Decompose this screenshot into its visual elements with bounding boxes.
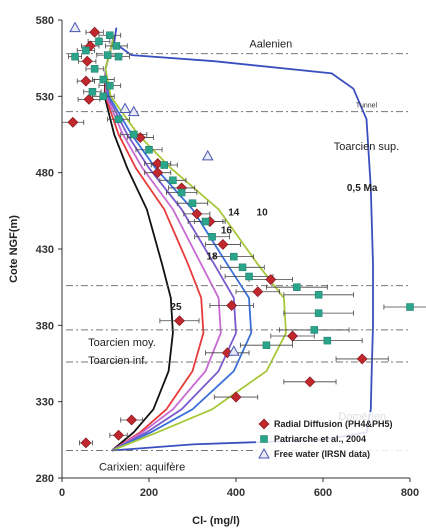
y-tick-label: 480: [36, 168, 54, 180]
data-point: [357, 354, 367, 364]
x-tick-label: 800: [401, 487, 419, 499]
data-point: [231, 392, 241, 402]
data-point: [72, 53, 79, 60]
curve-label: 0,5 Ma: [347, 183, 378, 194]
data-point: [202, 218, 209, 225]
data-point: [82, 47, 89, 54]
y-tick-label: 380: [36, 320, 54, 332]
boundary-label: Toarcien moy.: [88, 337, 156, 349]
data-point: [161, 162, 168, 169]
legend-label: Patriarche et al., 2004: [274, 434, 366, 444]
data-point: [81, 438, 91, 448]
data-point: [91, 65, 98, 72]
boundary-label: Tunnel: [356, 103, 378, 110]
boundary-label: Carixien: aquifère: [99, 462, 185, 474]
legend-label: Free water (IRSN data): [274, 449, 370, 459]
boundary-label: Toarcien inf.: [88, 355, 147, 367]
data-point: [153, 168, 163, 178]
model-curve: [106, 35, 287, 450]
y-tick-label: 330: [36, 397, 54, 409]
data-point: [106, 82, 113, 89]
model-curve: [106, 35, 204, 450]
data-point: [82, 56, 92, 66]
data-point: [115, 53, 122, 60]
chart-labels: 25 18 16 14 10 0,5 Ma Aalenien Tunnel Toarcien m…: [88, 39, 399, 474]
data-point: [203, 151, 213, 160]
region-annotation: Toarcien sup.: [334, 141, 399, 153]
data-point: [104, 52, 111, 59]
data-point: [305, 377, 315, 387]
data-point: [127, 415, 137, 425]
data-point: [68, 117, 78, 127]
x-tick-label: 600: [314, 487, 332, 499]
legend: Radial Diffusion (PH4&PH5) Patriarche et …: [256, 412, 416, 464]
data-point: [246, 273, 253, 280]
data-point: [120, 104, 130, 113]
data-point: [113, 42, 120, 49]
data-point: [115, 116, 122, 123]
y-tick-label: 430: [36, 244, 54, 256]
data-point: [293, 284, 300, 291]
x-tick-label: 0: [59, 487, 65, 499]
model-curves: [105, 28, 373, 451]
curve-label: 16: [221, 226, 233, 237]
data-point: [407, 304, 414, 311]
data-point: [311, 326, 318, 333]
data-point: [174, 316, 184, 326]
data-point: [178, 189, 185, 196]
curve-label: 10: [257, 207, 269, 218]
data-point: [218, 239, 228, 249]
y-tick-label: 280: [36, 473, 54, 485]
data-point: [146, 146, 153, 153]
x-tick-label: 200: [140, 487, 158, 499]
data-markers: [68, 23, 414, 448]
data-point: [189, 200, 196, 207]
boundary-label: Aalenien: [249, 39, 292, 51]
data-point: [230, 253, 237, 260]
x-axis-title: Cl- (mg/l): [192, 515, 240, 527]
legend-label: Radial Diffusion (PH4&PH5): [274, 419, 393, 429]
data-point: [100, 76, 107, 83]
data-point: [90, 27, 100, 37]
data-point: [315, 291, 322, 298]
data-point: [130, 131, 137, 138]
data-point: [239, 264, 246, 271]
curve-label: 18: [207, 252, 219, 263]
y-axis-title: Cote NGF(m): [8, 215, 20, 283]
data-point: [70, 23, 80, 32]
x-tick-label: 400: [227, 487, 245, 499]
model-curve: [106, 35, 221, 450]
curve-label: 25: [170, 302, 182, 313]
curve-label: 14: [228, 207, 240, 218]
data-point: [106, 32, 113, 39]
data-point: [169, 177, 176, 184]
data-point: [253, 287, 263, 297]
data-point: [100, 93, 107, 100]
model-curve: [105, 35, 173, 450]
data-point: [209, 233, 216, 240]
legend-marker: [261, 436, 268, 443]
data-point: [288, 331, 298, 341]
data-point: [114, 430, 124, 440]
data-point: [263, 342, 270, 349]
data-point: [89, 88, 96, 95]
y-tick-label: 580: [36, 15, 54, 27]
data-point: [95, 38, 102, 45]
data-point: [315, 310, 322, 317]
data-point: [81, 76, 91, 86]
data-point: [324, 337, 331, 344]
y-tick-label: 530: [36, 91, 54, 103]
